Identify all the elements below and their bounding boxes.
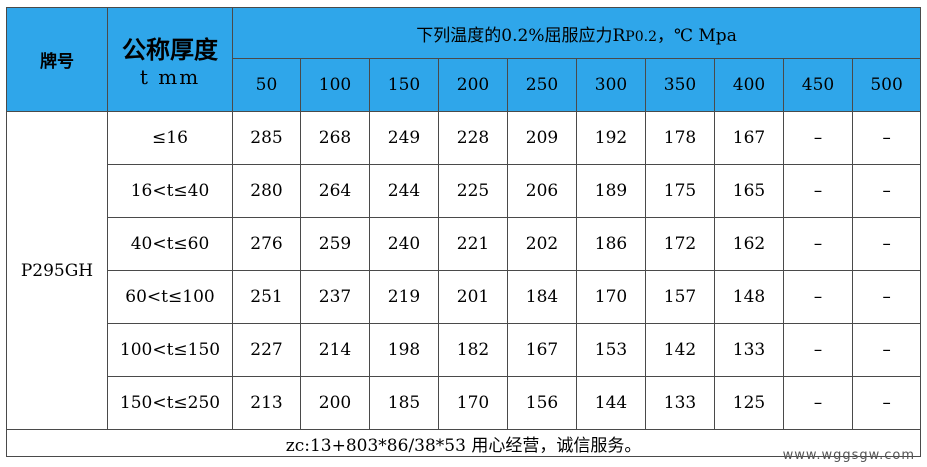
footer-note: zc:13+803*86/38*53 用心经营，诚信服务。 xyxy=(5,429,922,457)
table-title: 下列温度的0.2%屈服应力RP0.2，℃ Mpa xyxy=(231,7,922,59)
value-cell: – xyxy=(851,111,922,165)
value-cell: 167 xyxy=(507,323,577,377)
value-cell: – xyxy=(783,270,853,324)
value-cell: 209 xyxy=(507,111,577,165)
value-cell: 214 xyxy=(300,323,370,377)
value-cell: – xyxy=(783,217,853,271)
value-cell: 165 xyxy=(714,164,784,218)
value-cell: 142 xyxy=(645,323,715,377)
value-cell: 206 xyxy=(507,164,577,218)
table-row: 16<t≤40 280 264 244 225 206 189 175 165 … xyxy=(7,164,922,218)
value-cell: – xyxy=(851,217,922,271)
value-cell: 280 xyxy=(232,164,301,218)
value-cell: 189 xyxy=(576,164,646,218)
value-cell: 172 xyxy=(645,217,715,271)
table-row: 150<t≤250 213 200 185 170 156 144 133 12… xyxy=(7,376,922,430)
thickness-header-label: 公称厚度 xyxy=(122,35,218,64)
value-cell: 184 xyxy=(507,270,577,324)
temp-header: 450 xyxy=(783,58,853,112)
thickness-cell: ≤16 xyxy=(107,111,233,165)
value-cell: 264 xyxy=(300,164,370,218)
value-cell: 156 xyxy=(507,376,577,430)
value-cell: 178 xyxy=(645,111,715,165)
value-cell: 240 xyxy=(369,217,439,271)
value-cell: – xyxy=(783,164,853,218)
value-cell: 200 xyxy=(300,376,370,430)
thickness-cell: 150<t≤250 xyxy=(107,376,233,430)
value-cell: 167 xyxy=(714,111,784,165)
temp-header: 200 xyxy=(438,58,508,112)
table-row: 60<t≤100 251 237 219 201 184 170 157 148… xyxy=(7,270,922,324)
value-cell: 185 xyxy=(369,376,439,430)
header-row-2: 50 100 150 200 250 300 350 400 450 500 xyxy=(6,58,922,112)
thickness-cell: 40<t≤60 xyxy=(107,217,233,271)
table-row: 40<t≤60 276 259 240 221 202 186 172 162 … xyxy=(7,217,922,271)
value-cell: – xyxy=(783,376,853,430)
temp-header: 500 xyxy=(851,58,922,112)
table-row: 100<t≤150 227 214 198 182 167 153 142 13… xyxy=(7,323,922,377)
thickness-cell: 100<t≤150 xyxy=(107,323,233,377)
value-cell: 213 xyxy=(232,376,301,430)
value-cell: 170 xyxy=(438,376,508,430)
title-prefix: 下列温度的0.2%屈服应力R xyxy=(416,25,626,46)
footer-row: zc:13+803*86/38*53 用心经营，诚信服务。 xyxy=(5,429,922,457)
value-cell: 162 xyxy=(714,217,784,271)
value-cell: 198 xyxy=(369,323,439,377)
value-cell: 170 xyxy=(576,270,646,324)
value-cell: 201 xyxy=(438,270,508,324)
value-cell: 125 xyxy=(714,376,784,430)
yield-strength-table: 牌号 公称厚度 t mm 下列温度的0.2%屈服应力RP0.2，℃ Mpa 50… xyxy=(5,7,922,457)
header-row-1: 牌号 公称厚度 t mm 下列温度的0.2%屈服应力RP0.2，℃ Mpa xyxy=(6,7,922,112)
value-cell: 202 xyxy=(507,217,577,271)
value-cell: 244 xyxy=(369,164,439,218)
title-suffix: ，℃ Mpa xyxy=(656,25,737,46)
value-cell: 251 xyxy=(232,270,301,324)
value-cell: 259 xyxy=(300,217,370,271)
thickness-cell: 16<t≤40 xyxy=(107,164,233,218)
temp-header: 50 xyxy=(232,58,301,112)
value-cell: – xyxy=(851,270,922,324)
value-cell: – xyxy=(783,323,853,377)
thickness-header: 公称厚度 t mm xyxy=(107,7,233,112)
temp-header: 300 xyxy=(576,58,646,112)
thickness-header-unit: t mm xyxy=(139,65,201,89)
value-cell: 227 xyxy=(232,323,301,377)
value-cell: 175 xyxy=(645,164,715,218)
value-cell: 182 xyxy=(438,323,508,377)
grade-cell: P295GH xyxy=(6,111,108,430)
table-row: P295GH ≤16 285 268 249 228 209 192 178 1… xyxy=(6,111,922,430)
value-cell: 133 xyxy=(645,376,715,430)
value-cell: 221 xyxy=(438,217,508,271)
value-cell: 144 xyxy=(576,376,646,430)
value-cell: 268 xyxy=(300,111,370,165)
value-cell: – xyxy=(851,164,922,218)
value-cell: 228 xyxy=(438,111,508,165)
temp-header: 150 xyxy=(369,58,439,112)
value-cell: – xyxy=(783,111,853,165)
watermark: www.wggsgw.com xyxy=(782,448,915,463)
grade-header: 牌号 xyxy=(6,7,108,112)
value-cell: – xyxy=(851,376,922,430)
value-cell: 148 xyxy=(714,270,784,324)
value-cell: 237 xyxy=(300,270,370,324)
thickness-cell: 60<t≤100 xyxy=(107,270,233,324)
value-cell: 219 xyxy=(369,270,439,324)
value-cell: 249 xyxy=(369,111,439,165)
temp-header: 400 xyxy=(714,58,784,112)
title-subscript: P0.2 xyxy=(625,28,657,45)
value-cell: 157 xyxy=(645,270,715,324)
value-cell: 192 xyxy=(576,111,646,165)
value-cell: 153 xyxy=(576,323,646,377)
value-cell: 285 xyxy=(232,111,301,165)
temp-header: 100 xyxy=(300,58,370,112)
temp-header: 350 xyxy=(645,58,715,112)
temp-header: 250 xyxy=(507,58,577,112)
value-cell: 225 xyxy=(438,164,508,218)
value-cell: 133 xyxy=(714,323,784,377)
value-cell: 186 xyxy=(576,217,646,271)
value-cell: 276 xyxy=(232,217,301,271)
value-cell: – xyxy=(851,323,922,377)
